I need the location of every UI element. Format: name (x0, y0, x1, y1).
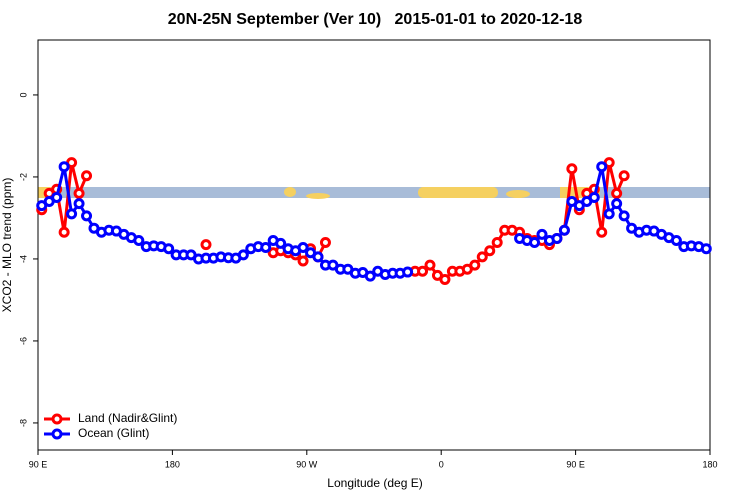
data-point (66, 208, 78, 220)
y-axis-label: XCO2 - MLO trend (ppm) (0, 178, 14, 313)
data-point (558, 224, 570, 236)
data-point (484, 245, 496, 257)
series (36, 161, 712, 282)
x-tick-label: 180 (702, 459, 717, 469)
data-point (596, 226, 608, 238)
x-tick-label: 0 (439, 459, 444, 469)
data-point (551, 232, 563, 244)
y-tick-label: -2 (18, 173, 28, 181)
data-point (603, 208, 615, 220)
y-tick-label: 0 (18, 92, 28, 97)
data-point (417, 265, 429, 277)
data-point (312, 251, 324, 263)
data-point (73, 187, 85, 199)
series-line (415, 162, 626, 282)
data-point (491, 237, 503, 249)
data-point (81, 210, 93, 222)
chart-title: 20N-25N September (Ver 10) 2015-01-01 to… (168, 11, 583, 28)
data-point (81, 170, 93, 182)
data-point (275, 237, 287, 249)
data-point (58, 161, 70, 173)
data-point (297, 255, 309, 267)
data-point (700, 243, 712, 255)
map-strip (38, 187, 710, 199)
data-point (566, 163, 578, 175)
y-tick-label: -4 (18, 255, 28, 263)
legend-marker (51, 413, 63, 425)
data-point (596, 161, 608, 173)
data-point (297, 241, 309, 253)
x-tick-label: 90 E (566, 459, 585, 469)
legend-marker (51, 428, 63, 440)
data-point (402, 266, 414, 278)
y-tick-label: -8 (18, 419, 28, 427)
data-point (611, 198, 623, 210)
data-point (424, 259, 436, 271)
data-point (529, 237, 541, 249)
data-point (133, 234, 145, 246)
data-point (588, 191, 600, 203)
data-point (618, 170, 630, 182)
data-point (58, 226, 70, 238)
data-point (469, 259, 481, 271)
x-axis-label: Longitude (deg E) (327, 476, 422, 490)
data-point (163, 243, 175, 255)
data-point (670, 234, 682, 246)
data-point (51, 191, 63, 203)
data-point (611, 187, 623, 199)
data-point (618, 210, 630, 222)
data-point (476, 251, 488, 263)
x-tick-label: 90 E (29, 459, 48, 469)
data-point (536, 228, 548, 240)
legend-label: Land (Nadir&Glint) (78, 411, 177, 425)
data-point (73, 198, 85, 210)
data-point (260, 241, 272, 253)
data-point (200, 239, 212, 251)
x-tick-label: 90 W (296, 459, 318, 469)
data-point (237, 249, 249, 261)
x-tick-label: 180 (165, 459, 180, 469)
data-point (439, 273, 451, 285)
data-point (319, 237, 331, 249)
data-point (364, 270, 376, 282)
y-tick-label: -6 (18, 337, 28, 345)
legend-label: Ocean (Glint) (78, 426, 149, 440)
